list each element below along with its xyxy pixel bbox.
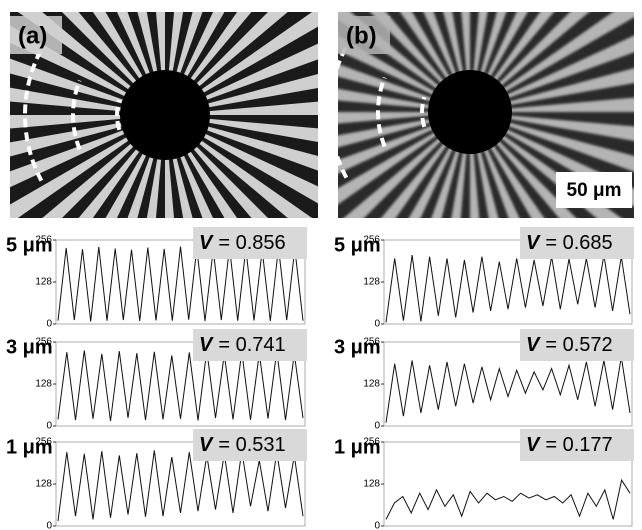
- y-tick-label: 128: [35, 479, 52, 490]
- visibility-value: = 0.685: [545, 232, 612, 254]
- visibility-symbol: V: [199, 232, 214, 254]
- profile-line: [386, 480, 630, 519]
- resolution-label: 5 μm: [334, 234, 381, 256]
- resolution-label: 5 μm: [6, 234, 53, 256]
- y-tick-label: 128: [363, 277, 380, 288]
- y-tick-label: 0: [374, 421, 380, 432]
- center-disk: [428, 70, 512, 154]
- y-tick-label: 128: [363, 379, 380, 390]
- y-tick-label: 0: [374, 521, 380, 530]
- visibility-label: V= 0.685: [526, 232, 613, 254]
- y-tick-label: 128: [35, 379, 52, 390]
- visibility-label: V= 0.856: [199, 232, 286, 254]
- profile-line: [58, 451, 303, 522]
- visibility-symbol: V: [526, 434, 541, 456]
- visibility-symbol: V: [526, 334, 541, 356]
- resolution-label: 1 μm: [334, 436, 381, 458]
- visibility-value: = 0.741: [218, 334, 285, 356]
- figure: (a)(b)50 μm01282565 μmV= 0.85601282563 μ…: [0, 0, 642, 530]
- visibility-symbol: V: [199, 434, 214, 456]
- visibility-symbol: V: [199, 334, 214, 356]
- profile-line: [58, 351, 303, 422]
- visibility-label: V= 0.572: [526, 334, 613, 356]
- y-tick-label: 0: [46, 421, 52, 432]
- y-tick-label: 128: [363, 479, 380, 490]
- visibility-label: V= 0.741: [199, 334, 286, 356]
- resolution-label: 3 μm: [6, 336, 53, 358]
- visibility-value: = 0.177: [545, 434, 612, 456]
- y-tick-label: 0: [46, 319, 52, 330]
- visibility-value: = 0.531: [218, 434, 285, 456]
- scale-bar-label: 50 μm: [567, 180, 622, 201]
- y-tick-label: 0: [46, 521, 52, 530]
- visibility-value: = 0.856: [218, 232, 285, 254]
- y-tick-label: 0: [374, 319, 380, 330]
- center-disk: [120, 70, 210, 160]
- visibility-symbol: V: [526, 232, 541, 254]
- profile-line: [386, 255, 630, 322]
- visibility-label: V= 0.531: [199, 434, 286, 456]
- panel-label: (a): [18, 22, 47, 49]
- visibility-value: = 0.572: [545, 334, 612, 356]
- panel-label: (b): [346, 22, 377, 49]
- resolution-label: 1 μm: [6, 436, 53, 458]
- visibility-label: V= 0.177: [526, 434, 613, 456]
- profile-line: [386, 357, 630, 423]
- resolution-label: 3 μm: [334, 336, 381, 358]
- y-tick-label: 128: [35, 277, 52, 288]
